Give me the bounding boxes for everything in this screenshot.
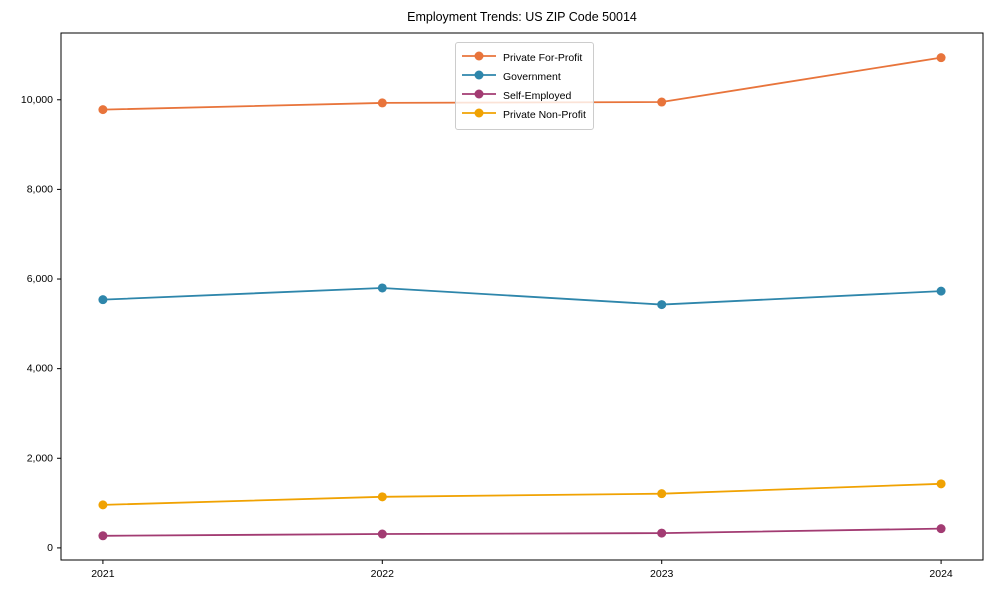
data-point-self-employed [377,529,387,539]
data-point-private-for-profit [377,98,387,108]
plot-frame [60,32,984,561]
data-point-government [377,283,387,293]
series-line-private-non-profit [102,482,942,506]
data-point-private-for-profit [657,97,667,107]
legend-marker-icon [462,87,496,105]
legend-marker-icon [462,68,496,86]
x-tick-label: 2021 [91,568,115,580]
data-point-private-non-profit [657,489,667,499]
series-line-government [102,287,942,306]
data-point-private-non-profit [377,492,387,502]
data-point-private-for-profit [98,105,108,115]
legend-label: Private For-Profit [503,51,583,64]
data-point-government [936,286,946,296]
data-point-private-non-profit [936,479,946,489]
y-tick-label: 4,000 [27,363,53,375]
y-tick-label: 2,000 [27,452,53,464]
legend-entry-government: Government [462,67,587,86]
legend-entry-private-for-profit: Private For-Profit [462,48,587,67]
data-point-self-employed [98,531,108,541]
data-point-government [98,295,108,305]
legend-label: Private Non-Profit [503,108,586,121]
data-point-self-employed [936,524,946,534]
legend: Private For-Profit Government Self-Employe… [455,42,594,130]
x-tick-label: 2024 [929,568,953,580]
legend-label: Self-Employed [503,89,572,102]
data-point-self-employed [657,528,667,538]
y-tick-label: 6,000 [27,273,53,285]
y-tick-label: 10,000 [21,94,53,106]
y-tick-label: 8,000 [27,183,53,195]
legend-entry-self-employed: Self-Employed [462,86,587,105]
data-point-private-non-profit [98,500,108,510]
legend-label: Government [503,70,561,83]
legend-marker-icon [462,106,496,124]
y-tick-label: 0 [47,542,53,554]
x-tick-label: 2023 [650,568,674,580]
series-line-self-employed [102,527,942,537]
chart-title: Employment Trends: US ZIP Code 50014 [407,10,637,24]
data-point-government [657,300,667,310]
data-point-private-for-profit [936,53,946,63]
legend-entry-private-non-profit: Private Non-Profit [462,105,587,124]
x-tick-label: 2022 [371,568,395,580]
legend-marker-icon [462,49,496,67]
